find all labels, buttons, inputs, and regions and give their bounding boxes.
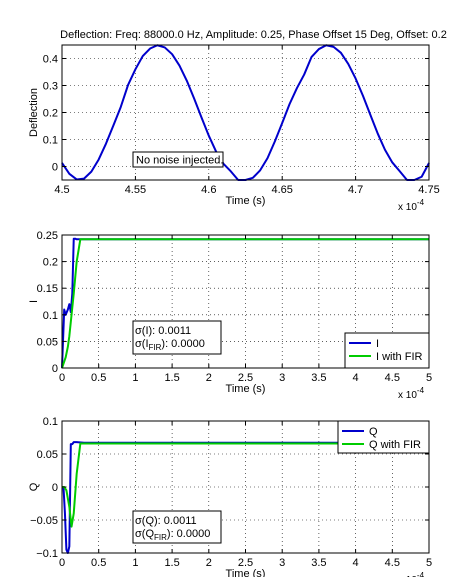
x-tick-label: 4.65 (271, 184, 292, 196)
x-tick-label: 3.5 (311, 557, 326, 569)
chart-panel-1: 4.5 4.55 4.6 4.65 4.7 4.75 0 0.1 0.2 0.3 0.4 Deflec… (28, 29, 447, 213)
x-tick-label: 2 (206, 557, 212, 569)
y-tick-label: −0.1 (36, 548, 58, 560)
x-axis-exponent: x 10-4 (398, 198, 425, 213)
x-axis-label: Time (s) (226, 195, 266, 207)
y-axis-label: I (28, 300, 40, 303)
y-tick-label: 0 (52, 162, 58, 174)
x-axis-exponent: x 10-4 (398, 571, 425, 577)
annotation-std-raw: σ(Q): 0.0011 (135, 515, 197, 527)
legend-label: Q with FIR (369, 439, 421, 451)
chart-title: Deflection: Freq: 88000.0 Hz, Amplitude:… (60, 29, 447, 41)
x-tick-label: 3.5 (311, 372, 326, 384)
y-tick-label: 0.05 (37, 449, 58, 461)
x-tick-label: 1.5 (164, 557, 179, 569)
plot-area (62, 45, 429, 180)
chart-panel-2: 0 0.5 1 1.5 2 2.5 3 3.5 4 4.5 5 0 0.05 0.1 0.15 0.2 0.25… (28, 230, 432, 401)
legend-label: Q (369, 426, 378, 438)
x-tick-label: 0 (59, 372, 65, 384)
x-axis-label: Time (s) (226, 383, 266, 395)
y-tick-label: 0.05 (37, 336, 58, 348)
y-axis-label: Q (28, 482, 40, 491)
x-axis-exponent: x 10-4 (398, 386, 425, 401)
x-tick-label: 4.55 (125, 184, 146, 196)
x-tick-label: 4.5 (385, 557, 400, 569)
x-tick-label: 5 (426, 372, 432, 384)
y-tick-label: 0.1 (43, 310, 58, 322)
x-tick-label: 4 (353, 557, 359, 569)
legend-label: I (376, 338, 379, 350)
x-tick-label: 4.6 (201, 184, 216, 196)
x-tick-label: 4.5 (385, 372, 400, 384)
x-tick-label: 3 (279, 372, 285, 384)
x-tick-label: 4.75 (418, 184, 439, 196)
annotation-text: No noise injected. (136, 155, 223, 167)
legend: QQ with FIR (337, 420, 430, 454)
y-tick-label: 0.1 (43, 135, 58, 147)
y-tick-label: −0.05 (30, 515, 58, 527)
legend: II with FIR (344, 332, 430, 369)
y-tick-label: 0.1 (43, 416, 58, 428)
series-line-i-with-fir (61, 238, 429, 369)
y-tick-label: 0.2 (43, 108, 58, 120)
y-tick-label: 0.3 (43, 81, 58, 93)
legend-label: I with FIR (376, 351, 423, 363)
x-tick-label: 3 (279, 557, 285, 569)
annotation-box (132, 510, 222, 544)
annotation-box (132, 320, 222, 355)
legend-box (344, 332, 430, 369)
y-tick-label: 0.15 (37, 283, 58, 295)
x-tick-label: 0.5 (91, 372, 106, 384)
x-tick-label: 1 (132, 372, 138, 384)
x-axis-label: Time (s) (226, 568, 266, 577)
y-axis-label: Deflection (28, 88, 40, 137)
chart-panel-3: 0 0.5 1 1.5 2 2.5 3 3.5 4 4.5 5 −0.1 −0.05 0 0.05 0.1 Ti… (28, 416, 432, 577)
y-tick-label: 0 (52, 363, 58, 375)
x-tick-label: 0 (59, 557, 65, 569)
series-line-q-with-fir (62, 442, 429, 528)
y-tick-label: 0.2 (43, 257, 58, 269)
legend-box (337, 420, 430, 454)
x-tick-label: 2.5 (238, 557, 253, 569)
x-tick-label: 2.5 (238, 372, 253, 384)
x-tick-label: 2 (206, 372, 212, 384)
x-tick-label: 4.5 (54, 184, 69, 196)
annotation-std-fir: σ(IFIR): 0.0000 (135, 338, 205, 352)
y-tick-label: 0.25 (37, 230, 58, 242)
x-tick-label: 0.5 (91, 557, 106, 569)
y-tick-label: 0 (52, 482, 58, 494)
y-tick-label: 0.4 (43, 54, 58, 66)
x-tick-label: 1 (132, 557, 138, 569)
x-tick-label: 4 (353, 372, 359, 384)
x-tick-label: 1.5 (164, 372, 179, 384)
annotation-box (132, 151, 224, 168)
x-tick-label: 4.7 (348, 184, 363, 196)
annotation-std-fir: σ(QFIR): 0.0000 (135, 528, 210, 542)
annotation-std-raw: σ(I): 0.0011 (135, 325, 191, 337)
x-tick-label: 5 (426, 557, 432, 569)
